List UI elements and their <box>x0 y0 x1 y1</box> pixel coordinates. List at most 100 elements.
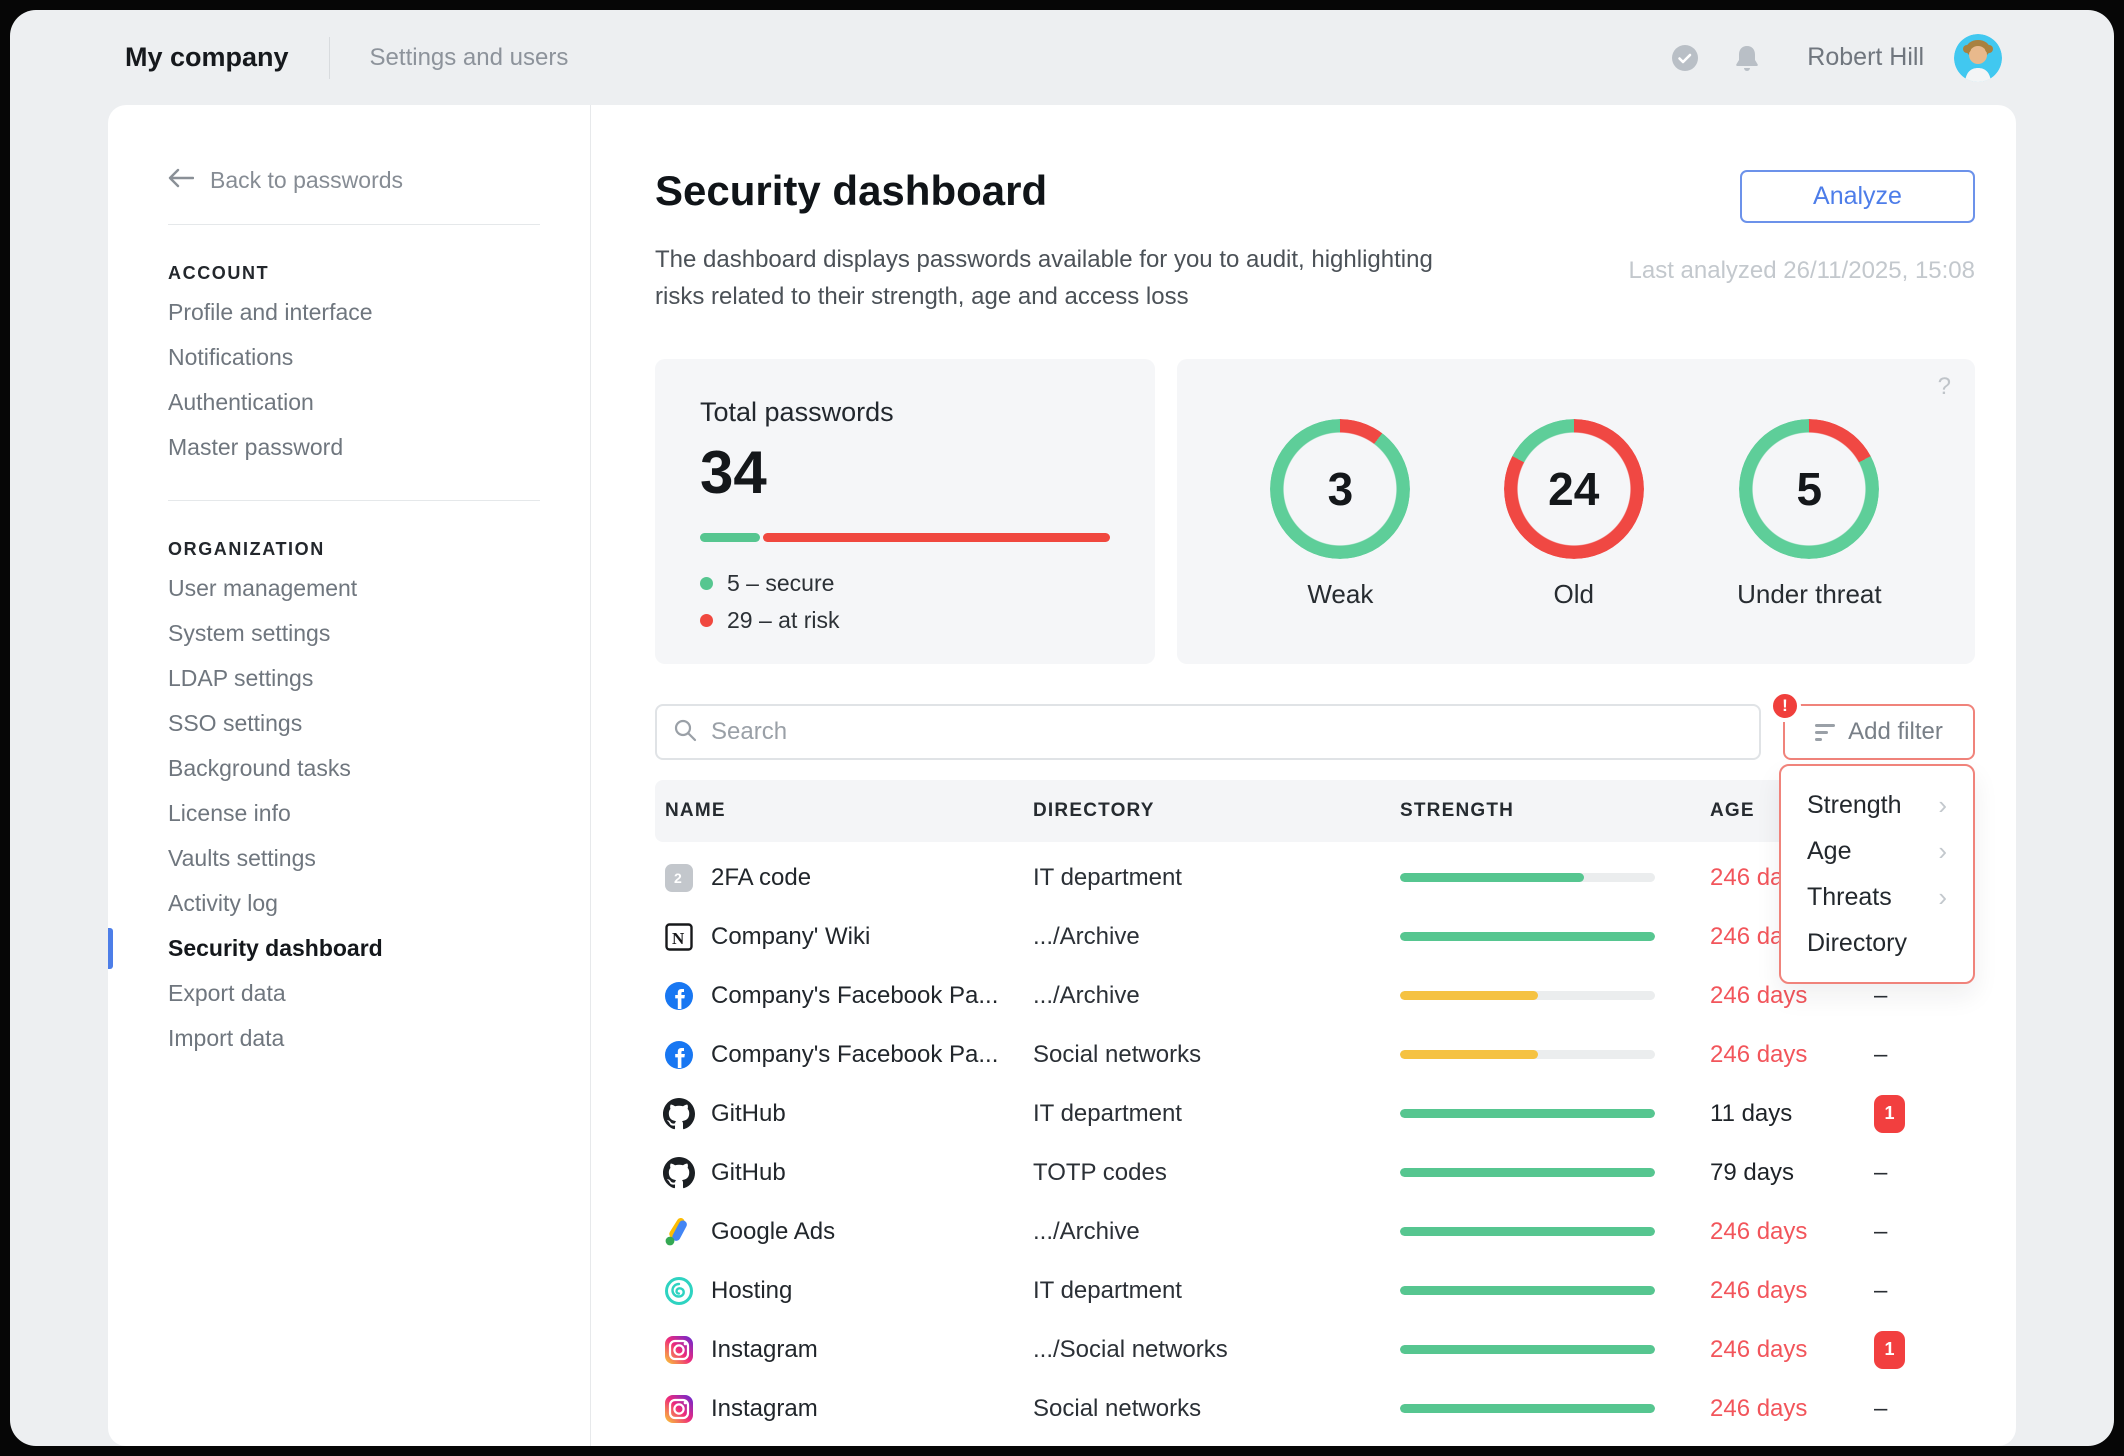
cell-strength <box>1390 873 1700 882</box>
donut-old: 24 Old <box>1503 419 1644 610</box>
sidebar-item-security-dashboard[interactable]: Security dashboard <box>108 926 590 971</box>
instagram-icon <box>663 1334 695 1366</box>
cell-threat: 1 <box>1860 1330 1975 1369</box>
donut-label: Under threat <box>1737 579 1882 609</box>
table-row[interactable]: Instagram Social networks 246 days – <box>655 1379 1975 1438</box>
analyze-button[interactable]: Analyze <box>1740 170 1975 223</box>
check-circle-icon[interactable] <box>1669 42 1701 74</box>
arrow-left-icon <box>168 167 195 194</box>
donut-stack: 3 <box>1270 419 1411 559</box>
table-row[interactable]: GitHub IT department 11 days 1 <box>655 1084 1975 1143</box>
cell-strength <box>1390 1345 1700 1354</box>
strength-bar-fill <box>1400 1345 1655 1354</box>
cell-directory: .../Archive <box>1033 922 1140 950</box>
sidebar-item-notifications[interactable]: Notifications <box>168 344 294 370</box>
strength-bar-fill <box>1400 991 1538 1000</box>
cell-directory: Social networks <box>1033 1394 1202 1422</box>
table-header: NAME DIRECTORY STRENGTH AGE <box>655 780 1975 842</box>
sidebar-item-license-info[interactable]: License info <box>168 800 291 826</box>
cell-directory: IT department <box>1033 1099 1182 1127</box>
filter-option-age[interactable]: Age › <box>1781 828 1973 874</box>
threat-count-badge[interactable]: 1 <box>1874 1330 1905 1369</box>
filter-option-label: Strength <box>1807 790 1902 819</box>
cell-directory: .../Social networks <box>1033 1335 1228 1363</box>
sidebar-item-user-management[interactable]: User management <box>168 575 358 601</box>
at-risk-bar-segment <box>763 533 1110 542</box>
table-row[interactable]: 2 2FA code IT department 246 days <box>655 848 1975 907</box>
sidebar-item-system-settings[interactable]: System settings <box>168 620 331 646</box>
threat-count-badge[interactable]: 1 <box>1874 1094 1905 1133</box>
cell-age: 246 days <box>1710 981 1808 1009</box>
avatar[interactable] <box>1954 33 2002 82</box>
filter-option-threats[interactable]: Threats › <box>1781 874 1973 920</box>
strength-bar-fill <box>1400 1168 1655 1177</box>
table-row[interactable]: N Company' Wiki .../Archive 246 days <box>655 907 1975 966</box>
table-row[interactable]: Company's Facebook Pa... Social networks 2… <box>655 1025 1975 1084</box>
filter-option-label: Age <box>1807 836 1852 865</box>
table-row[interactable]: Company's Facebook Pa... .../Archive 246 d… <box>655 966 1975 1025</box>
github-icon <box>663 1156 695 1189</box>
googleads-icon <box>663 1216 695 1248</box>
password-name: Instagram <box>711 1335 818 1363</box>
sidebar-item-master-password[interactable]: Master password <box>168 434 344 460</box>
last-analyzed-text: Last analyzed 26/11/2025, 15:08 <box>1628 257 1976 284</box>
add-filter-button[interactable]: ! Add filter <box>1769 690 1975 760</box>
donut-stack: 5 <box>1737 419 1882 559</box>
strength-bar <box>1400 873 1655 882</box>
strength-bar-fill <box>1400 1404 1655 1413</box>
filter-option-strength[interactable]: Strength › <box>1781 782 1973 828</box>
sidebar-item-background-tasks[interactable]: Background tasks <box>168 755 351 781</box>
cell-strength <box>1390 991 1700 1000</box>
strength-bar <box>1400 1168 1655 1177</box>
table-row[interactable]: Instagram .../Social networks 246 days 1 <box>655 1320 1975 1379</box>
cell-name: Hosting <box>655 1275 1023 1307</box>
table-row[interactable]: Google Ads .../Archive 246 days – <box>655 1202 1975 1261</box>
cell-name: Google Ads <box>655 1216 1023 1248</box>
sidebar-divider <box>168 500 540 501</box>
instagram-icon <box>663 1393 695 1425</box>
search-box[interactable] <box>655 704 1761 760</box>
donut-label: Old <box>1553 579 1594 609</box>
donut-ring <box>1739 419 1880 559</box>
sidebar-item-export-data[interactable]: Export data <box>168 980 286 1006</box>
sidebar-list: User management System settings LDAP setti… <box>108 566 590 1061</box>
strength-bar <box>1400 1109 1655 1118</box>
sidebar-section-title: ORGANIZATION <box>168 539 325 559</box>
cell-name: 2 2FA code <box>655 862 1023 894</box>
sidebar-item-activity-log[interactable]: Activity log <box>168 890 278 916</box>
cell-threat: – <box>1874 1158 1888 1186</box>
table-row[interactable]: GitHub TOTP codes 79 days – <box>655 1143 1975 1202</box>
back-to-passwords-link[interactable]: Back to passwords <box>168 167 590 194</box>
password-name: 2FA code <box>711 863 812 891</box>
sidebar-item-profile-and-interface[interactable]: Profile and interface <box>168 299 373 325</box>
legend-label: 5 – secure <box>727 570 835 596</box>
filter-option-directory[interactable]: Directory <box>1781 920 1973 966</box>
strength-bar <box>1400 1227 1655 1236</box>
help-icon[interactable]: ? <box>1937 373 1951 400</box>
topbar-section-label: Settings and users <box>369 43 569 71</box>
search-input[interactable] <box>709 717 1759 747</box>
risk-rings-card: ? 3 Weak 24 Old 5 Under threat <box>1177 359 1975 664</box>
cell-name: GitHub <box>655 1097 1023 1130</box>
company-name: My company <box>125 42 289 72</box>
sidebar-item-sso-settings[interactable]: SSO settings <box>168 710 303 736</box>
cell-directory: IT department <box>1033 863 1182 891</box>
table-row[interactable]: Hosting IT department 246 days – <box>655 1261 1975 1320</box>
cell-name: Company's Facebook Pa... <box>655 1039 1023 1071</box>
sidebar-item-ldap-settings[interactable]: LDAP settings <box>168 665 314 691</box>
strength-bar-fill <box>1400 1286 1655 1295</box>
svg-text:N: N <box>672 929 685 948</box>
strength-bar-fill <box>1400 932 1655 941</box>
cell-strength <box>1390 1050 1700 1059</box>
cell-threat: – <box>1874 1276 1888 1304</box>
sidebar: Back to passwords ACCOUNT Profile and int… <box>108 105 591 1446</box>
bell-icon[interactable] <box>1731 42 1763 74</box>
user-name[interactable]: Robert Hill <box>1807 43 1924 71</box>
cell-name: Instagram <box>655 1393 1023 1425</box>
sidebar-item-authentication[interactable]: Authentication <box>168 389 314 415</box>
donut-stack: 24 <box>1503 419 1644 559</box>
sidebar-item-import-data[interactable]: Import data <box>168 1025 285 1051</box>
cell-strength <box>1390 1168 1700 1177</box>
sidebar-item-vaults-settings[interactable]: Vaults settings <box>168 845 316 871</box>
cell-threat: – <box>1874 1217 1888 1245</box>
